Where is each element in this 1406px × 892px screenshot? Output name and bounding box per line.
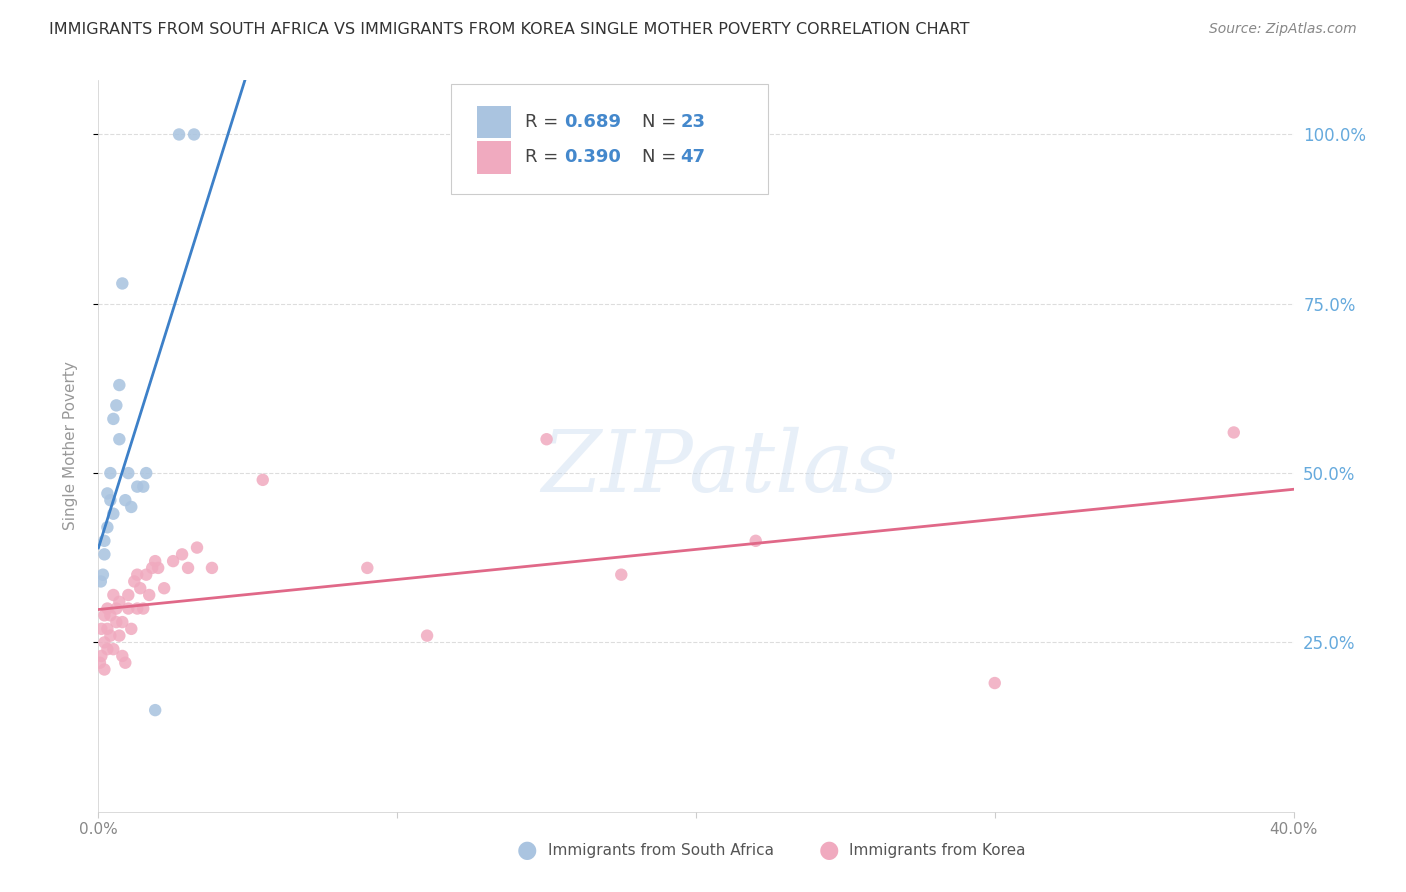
Point <box>98 608 122 623</box>
Point <box>111 615 134 629</box>
Point <box>90 622 112 636</box>
FancyBboxPatch shape <box>477 105 510 138</box>
Point <box>984 676 1007 690</box>
Point <box>114 493 136 508</box>
Text: ZIPatlas: ZIPatlas <box>541 426 898 509</box>
Point <box>108 378 131 392</box>
Point <box>90 574 112 589</box>
Point <box>167 128 190 142</box>
Point <box>141 561 163 575</box>
Text: N =: N = <box>643 148 682 166</box>
Point <box>91 567 114 582</box>
Point <box>177 561 200 575</box>
Point <box>93 547 115 561</box>
Point <box>356 561 378 575</box>
Point <box>96 601 118 615</box>
Point <box>93 608 115 623</box>
Point <box>111 648 134 663</box>
Point <box>105 398 128 412</box>
Point <box>416 629 439 643</box>
Point <box>90 648 112 663</box>
Point <box>117 588 139 602</box>
Y-axis label: Single Mother Poverty: Single Mother Poverty <box>63 361 77 531</box>
Point <box>103 412 125 426</box>
Point <box>103 642 125 657</box>
Point <box>120 622 142 636</box>
Point <box>1223 425 1246 440</box>
Point <box>127 480 149 494</box>
Text: N =: N = <box>643 113 682 131</box>
Point <box>610 567 633 582</box>
Text: IMMIGRANTS FROM SOUTH AFRICA VS IMMIGRANTS FROM KOREA SINGLE MOTHER POVERTY CORR: IMMIGRANTS FROM SOUTH AFRICA VS IMMIGRAN… <box>49 22 970 37</box>
Point <box>98 466 122 480</box>
Point <box>108 629 131 643</box>
Point <box>201 561 224 575</box>
Point <box>745 533 768 548</box>
Point <box>96 520 118 534</box>
Point <box>124 574 146 589</box>
Point <box>153 581 176 595</box>
Text: 0.689: 0.689 <box>565 113 621 131</box>
Point <box>96 622 118 636</box>
Text: Immigrants from South Africa: Immigrants from South Africa <box>548 843 775 857</box>
Point <box>103 507 125 521</box>
Point <box>132 601 155 615</box>
Point <box>183 128 205 142</box>
FancyBboxPatch shape <box>477 141 510 174</box>
Text: ●: ● <box>820 838 839 862</box>
Text: Immigrants from Korea: Immigrants from Korea <box>849 843 1026 857</box>
Point <box>120 500 142 514</box>
Point <box>98 629 122 643</box>
Point <box>108 595 131 609</box>
Point <box>252 473 274 487</box>
Text: 47: 47 <box>681 148 706 166</box>
Text: 0.390: 0.390 <box>565 148 621 166</box>
Point <box>117 601 139 615</box>
Point <box>127 567 149 582</box>
Point <box>138 588 160 602</box>
Point <box>129 581 152 595</box>
Point <box>105 615 128 629</box>
Point <box>117 466 139 480</box>
Point <box>148 561 170 575</box>
Point <box>103 588 125 602</box>
Point <box>162 554 184 568</box>
Point <box>143 703 166 717</box>
Text: R =: R = <box>524 113 564 131</box>
Point <box>105 601 128 615</box>
Point <box>132 480 155 494</box>
Text: R =: R = <box>524 148 564 166</box>
Point <box>172 547 194 561</box>
Point <box>127 601 149 615</box>
Point <box>114 656 136 670</box>
Point <box>536 432 558 446</box>
Point <box>111 277 134 291</box>
Point <box>186 541 208 555</box>
Point <box>96 642 118 657</box>
FancyBboxPatch shape <box>451 84 768 194</box>
Point <box>135 567 157 582</box>
Point <box>143 554 166 568</box>
Text: Source: ZipAtlas.com: Source: ZipAtlas.com <box>1209 22 1357 37</box>
Point <box>96 486 118 500</box>
Point <box>108 432 131 446</box>
Point <box>93 663 115 677</box>
Text: ●: ● <box>517 838 537 862</box>
Point <box>89 656 111 670</box>
Point <box>98 493 122 508</box>
Point <box>93 533 115 548</box>
Point <box>135 466 157 480</box>
Point <box>93 635 115 649</box>
Text: 23: 23 <box>681 113 706 131</box>
